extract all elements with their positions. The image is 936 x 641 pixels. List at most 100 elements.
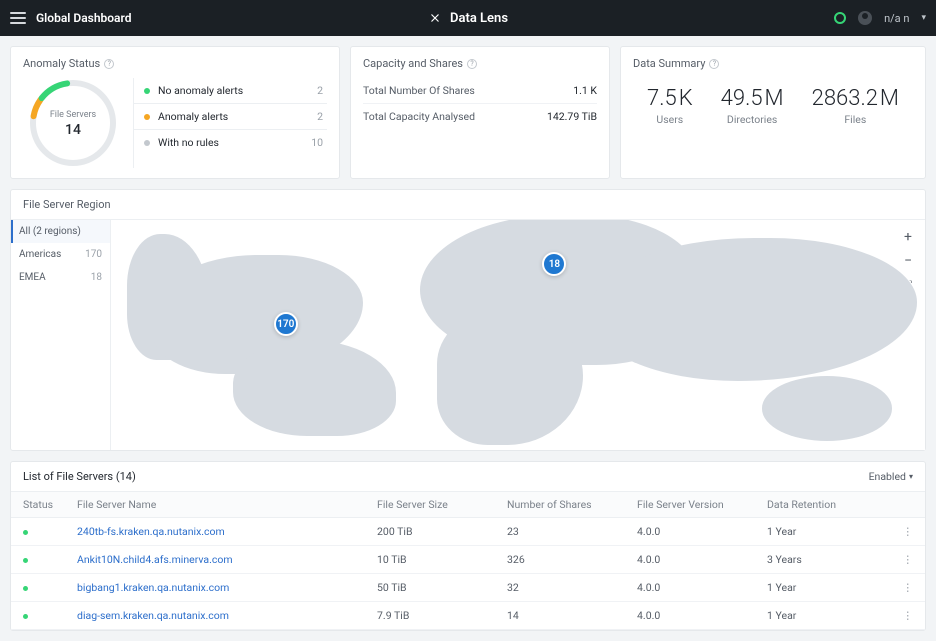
table-header-cell[interactable]: Number of Shares <box>495 492 625 518</box>
legend-label: Anomaly alerts <box>158 110 228 123</box>
server-retention: 1 Year <box>755 602 890 630</box>
metric-label: Files <box>812 113 899 126</box>
anomaly-legend-item: With no rules 10 <box>134 130 327 155</box>
file-server-region-card: File Server Region All (2 regions)Americ… <box>10 189 926 451</box>
legend-dot-icon <box>144 140 150 146</box>
map-landmass <box>762 376 892 440</box>
user-name[interactable]: n/a n <box>884 12 909 25</box>
table-header-cell[interactable] <box>891 492 926 518</box>
table-header-cell[interactable]: File Server Version <box>625 492 755 518</box>
capacity-key: Total Number Of Shares <box>363 84 475 97</box>
capacity-value: 142.79 TiB <box>547 110 597 123</box>
map-zoom-out-icon[interactable]: − <box>899 252 917 270</box>
hamburger-icon[interactable] <box>10 12 26 24</box>
server-shares: 326 <box>495 546 625 574</box>
server-retention: 3 Years <box>755 546 890 574</box>
server-version: 4.0.0 <box>625 518 755 546</box>
row-actions-icon[interactable]: ⋮ <box>891 546 926 574</box>
table-filter-label: Enabled <box>869 470 906 483</box>
anomaly-gauge: File Servers 14 <box>23 78 123 168</box>
server-version: 4.0.0 <box>625 574 755 602</box>
anomaly-legend-item: No anomaly alerts2 <box>134 78 327 104</box>
table-header-cell[interactable]: Data Retention <box>755 492 890 518</box>
server-size: 50 TiB <box>365 574 495 602</box>
row-actions-icon[interactable]: ⋮ <box>891 602 926 630</box>
legend-value: 10 <box>311 136 323 149</box>
table-filter-dropdown[interactable]: Enabled ▾ <box>869 470 913 483</box>
product-name: Data Lens <box>450 11 508 26</box>
health-status-icon[interactable] <box>834 12 846 24</box>
map-landmass <box>437 312 584 445</box>
file-servers-table-card: List of File Servers (14) Enabled ▾ Stat… <box>10 461 926 631</box>
table-header-cell[interactable]: File Server Name <box>65 492 365 518</box>
metric-value: 49.5 M <box>721 86 784 111</box>
capacity-row: Total Number Of Shares1.1 K <box>363 78 597 104</box>
region-item[interactable]: EMEA18 <box>11 266 110 289</box>
chevron-down-icon[interactable]: ▾ <box>921 13 926 23</box>
capacity-row: Total Capacity Analysed 142.79 TiB <box>363 104 597 129</box>
anomaly-legend-item: Anomaly alerts 2 <box>134 104 327 130</box>
summary-metric: 2863.2 MFiles <box>812 86 899 126</box>
gauge-value: 14 <box>23 122 123 138</box>
status-dot-icon <box>23 530 28 535</box>
server-size: 200 TiB <box>365 518 495 546</box>
table-header-cell[interactable]: Status <box>11 492 65 518</box>
region-list: All (2 regions)Americas170EMEA18 <box>11 220 111 450</box>
table-row: bigbang1.kraken.qa.nutanix.com50 TiB324.… <box>11 574 925 602</box>
server-version: 4.0.0 <box>625 546 755 574</box>
product-brand: Data Lens <box>428 11 508 26</box>
legend-value: 2 <box>317 110 323 123</box>
help-icon[interactable]: ? <box>709 59 719 69</box>
summary-cards-row: Anomaly Status ? File Servers 14 No anom… <box>0 36 936 189</box>
server-name-link[interactable]: diag-sem.kraken.qa.nutanix.com <box>65 602 365 630</box>
table-header-cell[interactable]: File Server Size <box>365 492 495 518</box>
card-title: Data Summary ? <box>633 57 913 70</box>
product-logo-icon <box>428 11 442 25</box>
status-cell <box>11 546 65 574</box>
legend-dot-icon <box>144 114 150 120</box>
row-actions-icon[interactable]: ⋮ <box>891 518 926 546</box>
server-size: 7.9 TiB <box>365 602 495 630</box>
metric-label: Users <box>647 113 693 126</box>
anomaly-legend: No anomaly alerts2 Anomaly alerts 2 With no… <box>133 78 327 168</box>
capacity-card: Capacity and Shares ? Total Number Of Sh… <box>350 46 610 179</box>
status-dot-icon <box>23 586 28 591</box>
capacity-key: Total Capacity Analysed <box>363 110 475 123</box>
status-cell <box>11 602 65 630</box>
card-title: Capacity and Shares ? <box>363 57 597 70</box>
map-zoom-in-icon[interactable]: + <box>899 228 917 246</box>
region-item[interactable]: All (2 regions) <box>11 220 110 243</box>
map-marker[interactable]: 170 <box>274 312 298 336</box>
server-size: 10 TiB <box>365 546 495 574</box>
summary-metric: 7.5 K Users <box>647 86 693 126</box>
server-shares: 23 <box>495 518 625 546</box>
server-name-link[interactable]: Ankit10N.child4.afs.minerva.com <box>65 546 365 574</box>
help-icon[interactable]: ? <box>104 59 114 69</box>
legend-value: 2 <box>317 84 323 97</box>
server-retention: 1 Year <box>755 518 890 546</box>
chevron-down-icon: ▾ <box>909 472 913 481</box>
user-avatar-icon[interactable] <box>858 11 872 25</box>
card-title: Anomaly Status ? <box>23 57 327 70</box>
metric-value: 7.5 K <box>647 86 693 111</box>
table-row: Ankit10N.child4.afs.minerva.com10 TiB326… <box>11 546 925 574</box>
gauge-label: File Servers <box>23 110 123 120</box>
table-row: diag-sem.kraken.qa.nutanix.com7.9 TiB144… <box>11 602 925 630</box>
row-actions-icon[interactable]: ⋮ <box>891 574 926 602</box>
server-name-link[interactable]: 240tb-fs.kraken.qa.nutanix.com <box>65 518 365 546</box>
status-dot-icon <box>23 558 28 563</box>
help-icon[interactable]: ? <box>467 59 477 69</box>
legend-dot-icon <box>144 88 150 94</box>
summary-metric: 49.5 MDirectories <box>721 86 784 126</box>
file-servers-table: StatusFile Server NameFile Server SizeNu… <box>11 491 925 630</box>
summary-title: Data Summary <box>633 57 705 70</box>
region-count: 170 <box>85 249 102 260</box>
server-name-link[interactable]: bigbang1.kraken.qa.nutanix.com <box>65 574 365 602</box>
region-label: EMEA <box>19 272 46 283</box>
anomaly-status-card: Anomaly Status ? File Servers 14 No anom… <box>10 46 340 179</box>
server-retention: 1 Year <box>755 574 890 602</box>
region-item[interactable]: Americas170 <box>11 243 110 266</box>
status-cell <box>11 574 65 602</box>
legend-label: With no rules <box>158 136 219 149</box>
world-map[interactable]: + − ⛶ 17018 <box>111 220 925 450</box>
